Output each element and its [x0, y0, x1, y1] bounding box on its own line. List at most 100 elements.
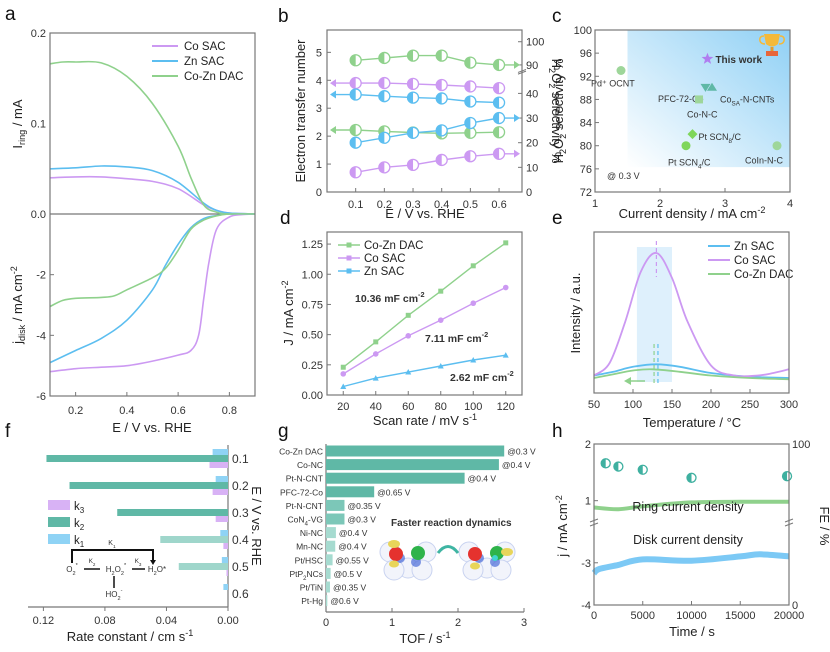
disk-line-1: [49, 213, 256, 364]
bar-voltage-label: @0.35 V: [333, 583, 367, 593]
h-atom: [492, 555, 498, 561]
annotation-faster: Faster reaction dynamics: [391, 518, 512, 529]
panel-a: a 0.2 0.4 0.6 0.8 0.0 0.1 0.2 -6 -4 -2 Co SAC Zn SAC…: [5, 4, 256, 435]
panel-c-frame: [594, 29, 791, 193]
x-tick-label-b: 0.2: [377, 199, 392, 211]
x-tick-label-h: 10000: [676, 610, 707, 622]
marker-b-fill: [407, 50, 414, 62]
ring-line-1: [49, 165, 256, 215]
marker-b-fill: [350, 89, 356, 101]
scheme-k1: K1: [108, 540, 116, 550]
x-tick-label-a: 0.2: [68, 405, 83, 417]
x-label-c: Current density / mA cm-2: [619, 205, 766, 221]
y-tick-label-b-left: 1: [316, 159, 322, 171]
trophy-icon: [759, 34, 785, 56]
x-tick-label-c: 3: [722, 198, 728, 210]
panel-label-g: g: [278, 421, 289, 442]
y-tick-label-b-left: 0: [316, 187, 322, 199]
bar-k3: [226, 570, 228, 576]
legend-label-f: k3: [74, 501, 85, 515]
marker-diamond: [687, 129, 698, 140]
curved-arrow-icon: [436, 545, 460, 554]
co-atom: [468, 547, 482, 561]
marker-square: [695, 95, 703, 104]
y-tick-label-a-bottom: -2: [36, 270, 46, 282]
bar-k3: [212, 489, 228, 495]
category-label-g: PtP2NCs: [289, 569, 323, 582]
y-tick-label-f: 0.4: [232, 533, 249, 547]
panel-g: g 0 1 2 3 Co-Zn DAC @0.3 V Co-NC @0.4 V Pt-N-CNT @…: [278, 421, 536, 646]
y-tick-label-f: 0.6: [232, 587, 249, 601]
molecule-before: [379, 540, 437, 581]
legend-marker: [346, 242, 352, 248]
y-label-b-right: H2O2 selectivity %: [547, 59, 564, 164]
x-tick-label-e: 200: [702, 399, 720, 411]
square-marker: [503, 240, 509, 246]
tof-bar: [326, 540, 336, 552]
x-tick-label-b: 0.5: [463, 199, 478, 211]
panel-d-frame: [326, 231, 523, 396]
arrow-right-icon: [514, 60, 520, 69]
y-tick-label-d: 1.00: [302, 269, 323, 281]
y-tick-label-c: 92: [580, 71, 592, 83]
y-tick-label-c: 96: [580, 48, 592, 60]
arrow-left-icon: [330, 79, 336, 88]
marker-b-fill: [493, 59, 500, 71]
panel-label-c: c: [552, 6, 562, 27]
marker-b-fill: [464, 150, 471, 162]
scheme-o2: O2*: [66, 563, 78, 577]
point-label: Co-N-C: [687, 109, 718, 119]
circle-marker: [502, 284, 509, 291]
legend-label-e: Co-Zn DAC: [734, 269, 793, 281]
marker-b-fill: [436, 124, 442, 136]
disk-current-line: [591, 551, 790, 576]
panel-e: e 50 100 150 200 250 300 Zn SAC Co SAC Co-Zn DAC I…: [552, 208, 798, 430]
bar-voltage-label: @0.4 V: [502, 460, 531, 470]
y-tick-label-b-right: 20: [526, 138, 538, 150]
marker-b-fill: [493, 148, 500, 160]
marker-b-fill: [350, 166, 356, 178]
x-tick-label-d: 80: [435, 401, 447, 413]
tof-bar: [326, 581, 330, 593]
x-tick-label-f: 0.04: [156, 615, 177, 627]
triangle-marker: [502, 352, 509, 358]
y-tick-label-b-left: 4: [316, 75, 322, 87]
x-label-h: Time / s: [669, 624, 715, 639]
bar-voltage-label: @0.55 V: [336, 555, 370, 565]
legend-label: Zn SAC: [184, 56, 224, 68]
legend-label-e: Zn SAC: [734, 241, 774, 253]
panel-label-e: e: [552, 208, 563, 229]
scheme-k2: K2: [89, 558, 96, 567]
y-label-c: H2O2 selectivity %: [551, 58, 568, 163]
marker-triangle-up: [707, 82, 717, 91]
y-tick-label-c: 88: [580, 94, 592, 106]
panel-h-frame: [593, 443, 790, 606]
category-label-g: PFC-72-Co: [280, 487, 323, 497]
series-line-e: [593, 252, 790, 378]
circle-marker: [470, 300, 477, 307]
square-marker: [340, 364, 346, 370]
arrow-right-icon: [514, 114, 520, 123]
x-tick-label-g: 0: [323, 617, 329, 629]
x-tick-label-e: 50: [588, 399, 600, 411]
y-tick-label-b-right: 10: [526, 162, 538, 174]
y-tick-label-b-right: 0: [526, 187, 532, 199]
o-atom: [501, 548, 513, 556]
tof-bar: [326, 554, 333, 566]
bar-k2: [46, 455, 228, 462]
scheme-arrowhead: [150, 560, 156, 565]
legend-swatch-f: [48, 500, 70, 510]
bar-k1: [212, 449, 228, 455]
marker-b-fill: [407, 78, 414, 90]
y-tick-label-c: 76: [580, 164, 592, 176]
panel-b: b 0.1 0.2 0.3 0.4 0.5 0.6 0 1 2 3 4 5 0 10 20 30 40 90 100 E…: [278, 6, 564, 221]
y-tick-label-d: 0.00: [302, 390, 323, 402]
square-marker: [373, 339, 379, 345]
ring-label: Ring current density: [632, 500, 744, 514]
y-tick-label-h-left: -3: [581, 558, 591, 570]
annotation-voltage: @ 0.3 V: [607, 171, 640, 181]
ring-line-0: [49, 175, 256, 215]
marker-circle: [616, 66, 626, 75]
marker-hexagon: [681, 141, 691, 151]
y-tick-label-b-right: 30: [526, 113, 538, 125]
